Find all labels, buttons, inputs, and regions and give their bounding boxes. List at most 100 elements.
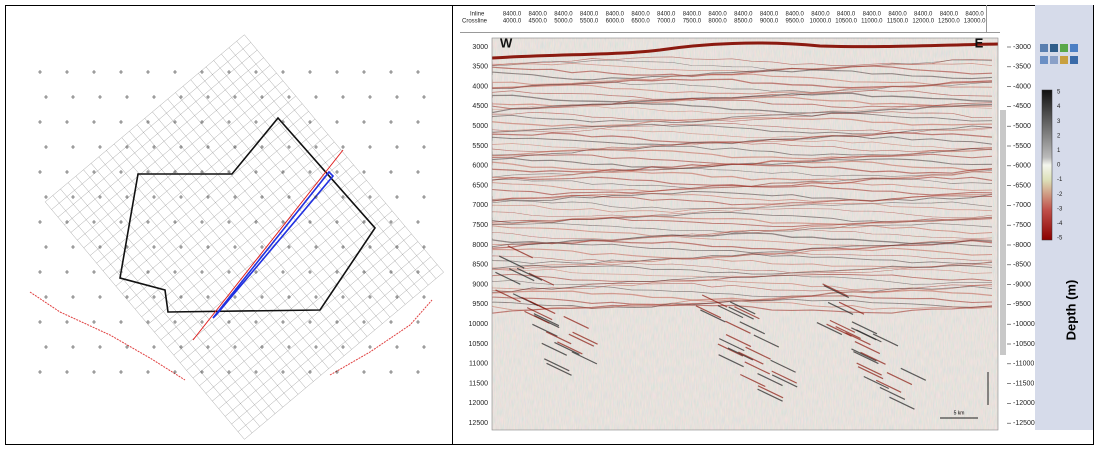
left-depth-tick: 8500 xyxy=(472,262,488,269)
map-cross xyxy=(416,320,420,324)
map-cross xyxy=(314,95,318,99)
crossline-value: 4500.0 xyxy=(529,19,548,25)
grid-line xyxy=(174,188,373,355)
left-depth-tick: 8000 xyxy=(472,242,488,249)
map-cross xyxy=(200,320,204,324)
colorbar-tick: -3 xyxy=(1057,206,1063,212)
map-cross xyxy=(335,120,339,124)
map-cross xyxy=(281,220,285,224)
map-cross xyxy=(206,345,210,349)
map-cross xyxy=(71,245,75,249)
map-cross xyxy=(362,120,366,124)
left-depth-tick: 12500 xyxy=(469,420,489,427)
map-cross xyxy=(206,295,210,299)
map-cross xyxy=(254,270,258,274)
left-depth-tick: 4500 xyxy=(472,103,488,110)
inline-value: 8400.0 xyxy=(914,12,933,18)
map-cross xyxy=(119,70,123,74)
grid-line xyxy=(64,58,263,225)
map-cross xyxy=(146,70,150,74)
grid-line xyxy=(135,142,334,309)
grid-line xyxy=(161,173,360,340)
left-depth-tick: 7000 xyxy=(472,202,488,209)
map-cross xyxy=(65,170,69,174)
map-cross xyxy=(335,220,339,224)
grid-line xyxy=(52,42,251,209)
grid-line xyxy=(219,242,418,409)
right-depth-tick: -5500 xyxy=(1013,143,1031,150)
map-cross xyxy=(38,220,42,224)
map-cross xyxy=(179,95,183,99)
map-cross xyxy=(38,270,42,274)
crossline-value: 5500.0 xyxy=(580,19,599,25)
coastline xyxy=(330,300,432,375)
map-cross xyxy=(281,70,285,74)
crossline-value: 10000.0 xyxy=(810,19,832,25)
map-cross xyxy=(287,245,291,249)
crossline-value: 11000.0 xyxy=(861,19,883,25)
tool-icon xyxy=(1040,56,1048,64)
crossline-value: 10500.0 xyxy=(835,19,857,25)
map-cross xyxy=(227,70,231,74)
grid-line xyxy=(225,249,424,416)
grid-line xyxy=(212,234,411,401)
crossline-value: 4000.0 xyxy=(503,19,522,25)
map-cross xyxy=(422,145,426,149)
grid-line xyxy=(180,196,379,363)
map-cross xyxy=(119,170,123,174)
map-cross xyxy=(119,270,123,274)
map-cross xyxy=(314,245,318,249)
grid-line xyxy=(187,203,386,370)
map-cross xyxy=(173,270,177,274)
grid-line xyxy=(122,127,321,294)
map-cross xyxy=(71,345,75,349)
map-cross xyxy=(179,145,183,149)
right-depth-tick: -9500 xyxy=(1013,301,1031,308)
map-cross xyxy=(341,295,345,299)
map-cross xyxy=(92,320,96,324)
map-cross xyxy=(65,320,69,324)
map-cross xyxy=(314,345,318,349)
map-cross xyxy=(65,370,69,374)
map-cross xyxy=(416,170,420,174)
map-cross xyxy=(92,220,96,224)
map-cross xyxy=(98,95,102,99)
map-cross xyxy=(254,170,258,174)
colorbar-tick: -4 xyxy=(1057,221,1063,227)
map-cross xyxy=(260,295,264,299)
inline-value: 8400.0 xyxy=(734,12,753,18)
left-depth-tick: 9000 xyxy=(472,281,488,288)
grid-line xyxy=(103,104,302,271)
right-depth-tick: -10500 xyxy=(1013,341,1035,348)
inline-value: 8400.0 xyxy=(965,12,984,18)
map-cross xyxy=(65,70,69,74)
left-depth-tick: 3000 xyxy=(472,44,488,51)
map-panel xyxy=(30,35,444,440)
map-cross xyxy=(395,95,399,99)
map-cross xyxy=(335,170,339,174)
seismic-panel: Depth (m) Inline Crossline W E 5 km xyxy=(460,5,1093,430)
grid-line xyxy=(238,265,437,432)
map-cross xyxy=(308,370,312,374)
crossline-value: 9000.0 xyxy=(760,19,779,25)
left-depth-tick: 11500 xyxy=(469,380,488,387)
map-cross xyxy=(65,120,69,124)
right-depth-tick: -11500 xyxy=(1013,380,1034,387)
map-cross xyxy=(281,320,285,324)
map-cross xyxy=(422,345,426,349)
map-cross xyxy=(287,95,291,99)
map-cross xyxy=(341,345,345,349)
map-cross xyxy=(395,245,399,249)
tool-icon xyxy=(1070,44,1078,52)
map-cross xyxy=(71,95,75,99)
crossline-value: 6500.0 xyxy=(631,19,650,25)
section-corridor xyxy=(213,172,333,318)
map-cross xyxy=(152,245,156,249)
map-cross xyxy=(98,145,102,149)
map-cross xyxy=(173,70,177,74)
map-cross xyxy=(38,370,42,374)
map-cross xyxy=(71,295,75,299)
map-cross xyxy=(119,320,123,324)
right-depth-tick: -8000 xyxy=(1013,242,1031,249)
right-depth-tick: -9000 xyxy=(1013,281,1031,288)
